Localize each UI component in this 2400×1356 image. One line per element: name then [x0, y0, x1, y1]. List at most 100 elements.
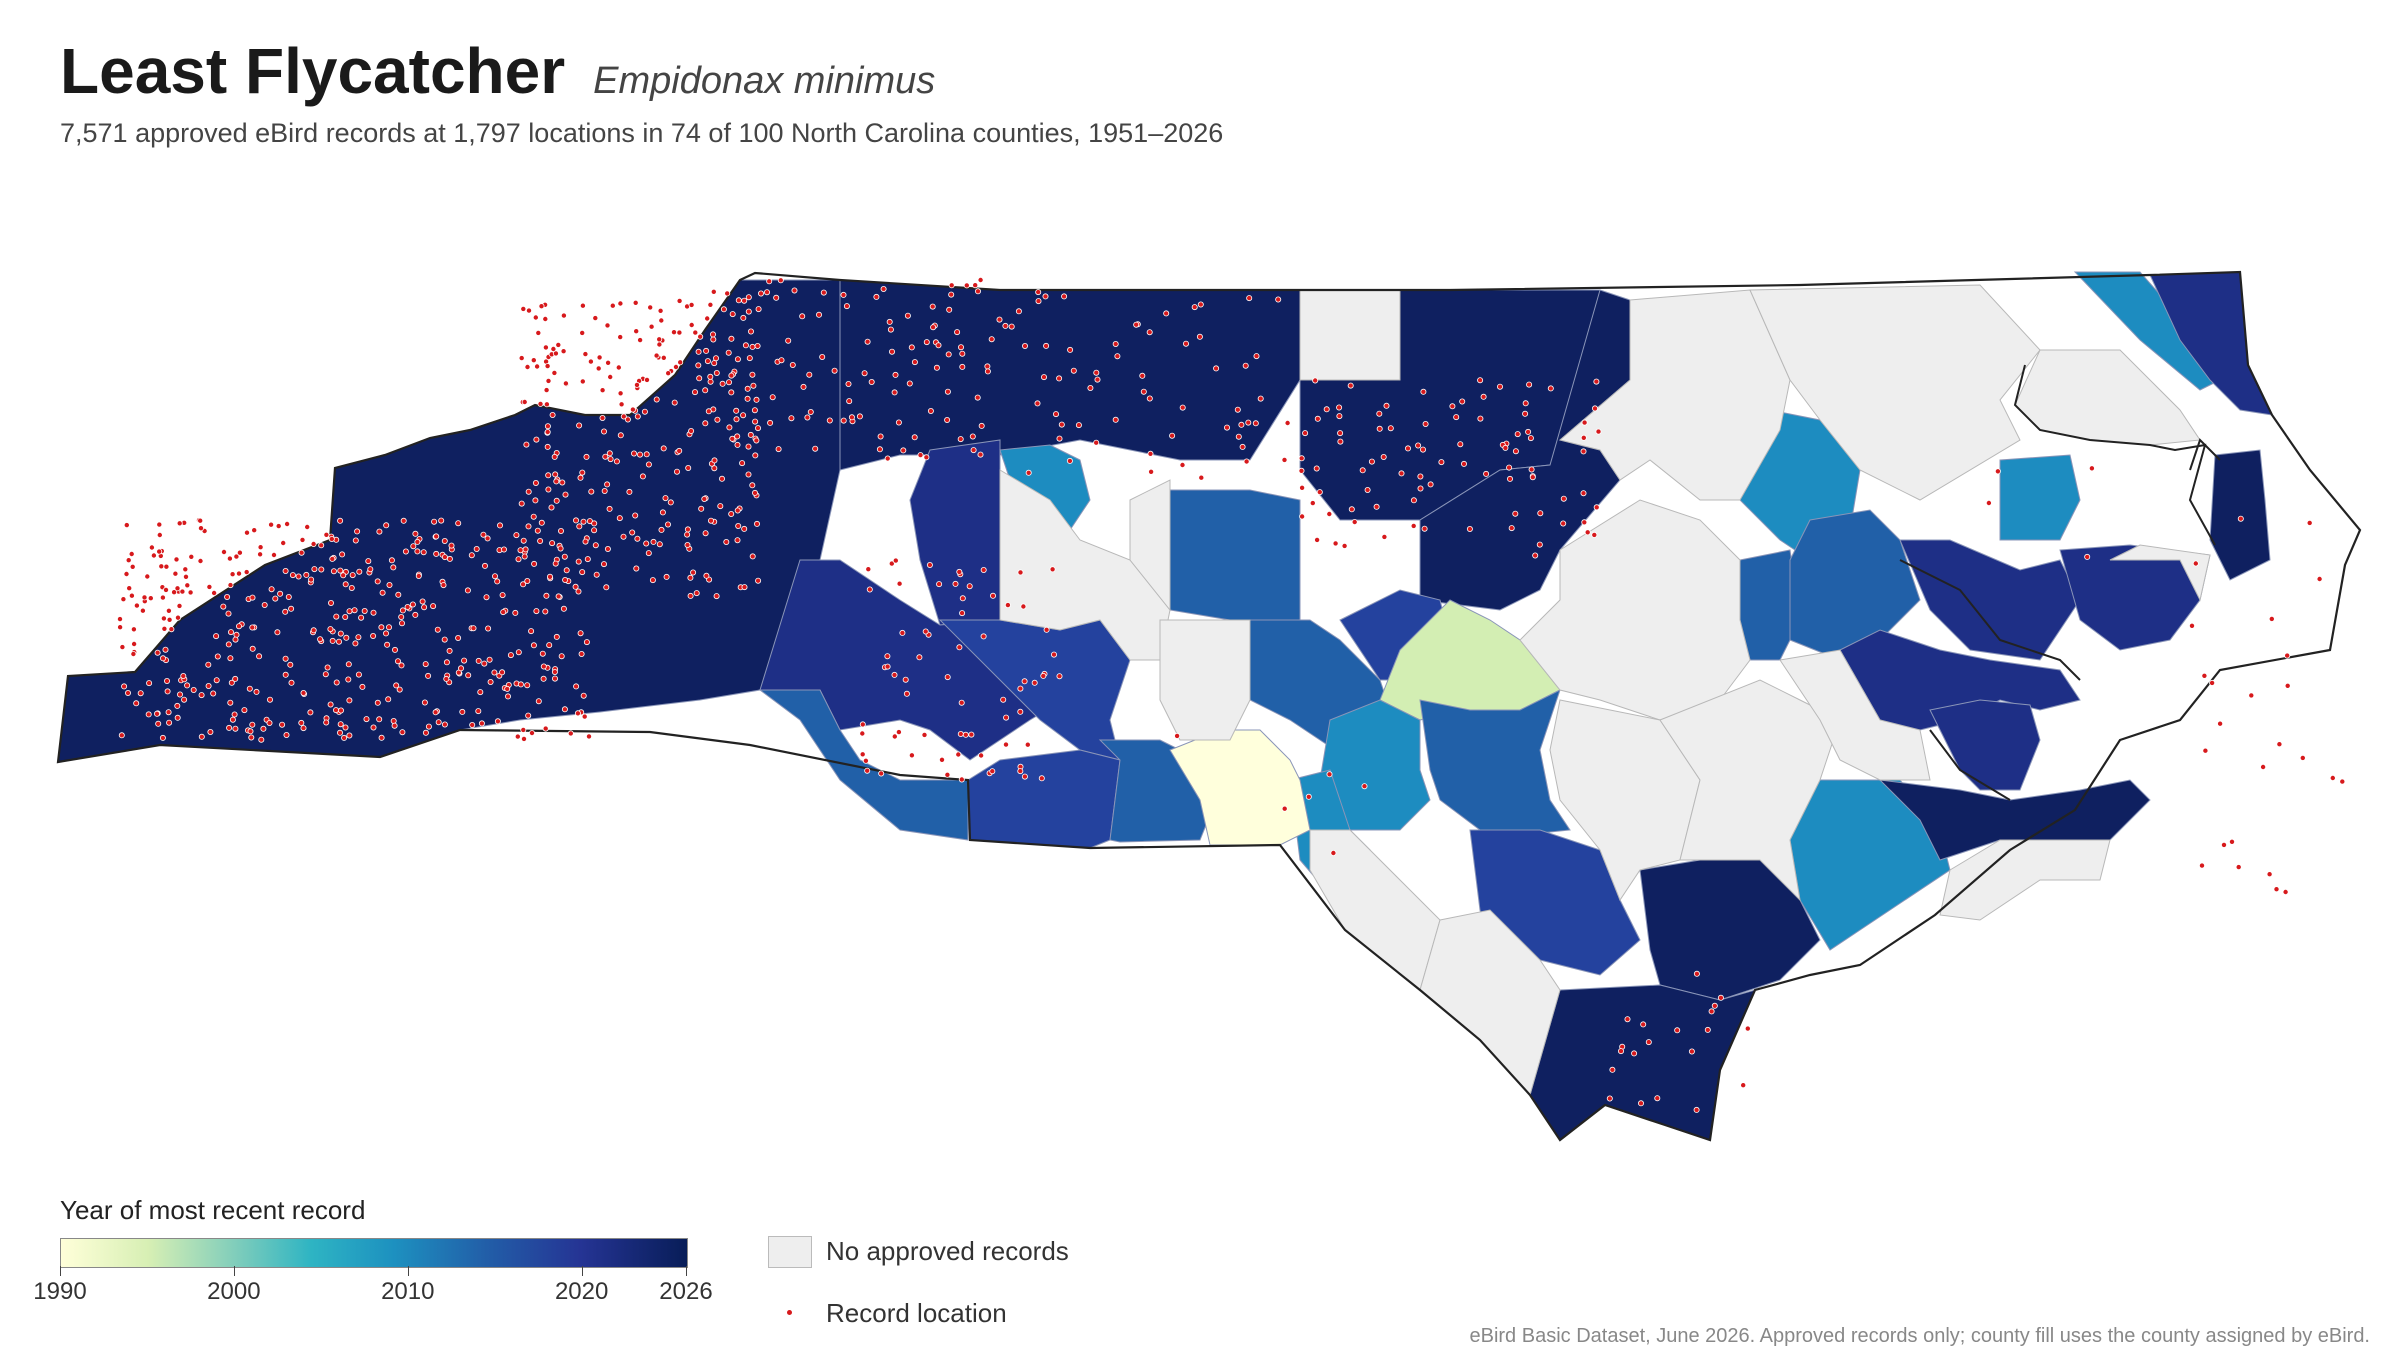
- record-location-dot: [249, 645, 256, 652]
- record-location-dot: [690, 569, 697, 576]
- record-location-dot: [1042, 293, 1049, 300]
- record-location-dot: [318, 566, 325, 573]
- record-location-dot: [529, 730, 536, 737]
- record-location-dot: [537, 400, 544, 407]
- record-location-dot: [1985, 499, 1992, 506]
- record-location-dot: [725, 349, 732, 356]
- record-location-dot: [775, 446, 782, 453]
- record-location-dot: [624, 416, 631, 423]
- record-location-dot: [728, 372, 735, 379]
- record-location-dot: [1497, 383, 1504, 390]
- record-location-dot: [1061, 293, 1068, 300]
- record-location-dot: [370, 724, 377, 731]
- record-location-dot: [343, 634, 350, 641]
- record-location-dot: [520, 726, 527, 733]
- record-location-dot: [616, 515, 623, 522]
- record-location-dot: [233, 631, 240, 638]
- record-location-dot: [438, 517, 445, 524]
- record-location-dot: [577, 474, 584, 481]
- record-location-dot: [1526, 381, 1533, 388]
- record-location-dot: [1299, 484, 1306, 491]
- record-location-dot: [261, 602, 268, 609]
- record-location-dot: [921, 731, 928, 738]
- record-location-dot: [692, 329, 699, 336]
- record-location-dot: [607, 373, 614, 380]
- record-location-dot: [1163, 310, 1170, 317]
- record-location-dot: [617, 300, 624, 307]
- record-location-dot: [443, 659, 450, 666]
- record-location-dot: [558, 653, 565, 660]
- record-location-dot: [266, 696, 273, 703]
- record-location-dot: [327, 600, 334, 607]
- record-location-dot: [551, 369, 558, 376]
- record-location-dot: [1740, 1082, 1747, 1089]
- record-location-dot: [754, 520, 761, 527]
- county: [1999, 454, 2081, 541]
- record-location-dot: [522, 546, 529, 553]
- record-location-dot: [724, 290, 731, 297]
- record-location-dot: [2248, 692, 2255, 699]
- record-location-dot: [374, 699, 381, 706]
- record-location-dot: [507, 652, 514, 659]
- record-location-dot: [166, 616, 173, 623]
- record-location-dot: [1560, 520, 1567, 527]
- record-location-dot: [632, 512, 639, 519]
- record-location-dot: [166, 719, 173, 726]
- record-location-dot: [1381, 533, 1388, 540]
- record-location-dot: [840, 291, 847, 298]
- record-location-dot: [1284, 419, 1291, 426]
- record-location-dot: [1309, 500, 1316, 507]
- record-location-dot: [365, 558, 372, 565]
- record-location-dot: [1591, 531, 1598, 538]
- record-location-dot: [713, 593, 720, 600]
- record-location-dot: [329, 555, 336, 562]
- record-location-dot: [398, 662, 405, 669]
- record-location-dot: [1312, 377, 1319, 384]
- record-location-dot: [633, 328, 640, 335]
- record-location-dot: [317, 636, 324, 643]
- record-location-dot: [753, 437, 760, 444]
- record-location-dot: [1347, 382, 1354, 389]
- record-location-dot: [1688, 1048, 1695, 1055]
- record-location-dot: [586, 733, 593, 740]
- record-location-dot: [137, 690, 144, 697]
- record-location-dot: [154, 649, 161, 656]
- record-location-dot: [553, 497, 560, 504]
- record-location-dot: [744, 385, 751, 392]
- record-location-dot: [145, 711, 152, 718]
- record-location-dot: [1140, 388, 1147, 395]
- record-location-dot: [2282, 889, 2289, 896]
- record-location-dot: [711, 457, 718, 464]
- record-location-dot: [1529, 474, 1536, 481]
- record-location-dot: [613, 458, 620, 465]
- record-location-dot: [253, 688, 260, 695]
- record-location-dot: [1281, 456, 1288, 463]
- record-location-dot: [241, 707, 248, 714]
- record-location-dot: [469, 722, 476, 729]
- source-note: eBird Basic Dataset, June 2026. Approved…: [1469, 1325, 2370, 1347]
- record-location-dot: [494, 718, 501, 725]
- record-location-dot: [581, 713, 588, 720]
- record-location-dot: [268, 586, 275, 593]
- record-location-dot: [1179, 461, 1186, 468]
- record-location-dot: [637, 337, 644, 344]
- record-location-dot: [354, 528, 361, 535]
- record-location-dot: [1112, 340, 1119, 347]
- record-location-dot: [542, 315, 549, 322]
- record-location-dot: [1034, 400, 1041, 407]
- record-location-dot: [280, 540, 287, 547]
- record-location-dot: [2198, 862, 2205, 869]
- record-location-dot: [923, 339, 930, 346]
- record-location-dot: [684, 526, 691, 533]
- record-location-dot: [1337, 438, 1344, 445]
- record-location-dot: [487, 679, 494, 686]
- record-location-dot: [936, 581, 943, 588]
- record-location-dot: [396, 686, 403, 693]
- record-location-dot: [660, 354, 667, 361]
- record-location-dot: [465, 672, 472, 679]
- record-location-dot: [754, 342, 761, 349]
- record-location-dot: [799, 313, 806, 320]
- record-location-dot: [434, 626, 441, 633]
- record-location-dot: [868, 378, 875, 385]
- record-location-dot: [1527, 435, 1534, 442]
